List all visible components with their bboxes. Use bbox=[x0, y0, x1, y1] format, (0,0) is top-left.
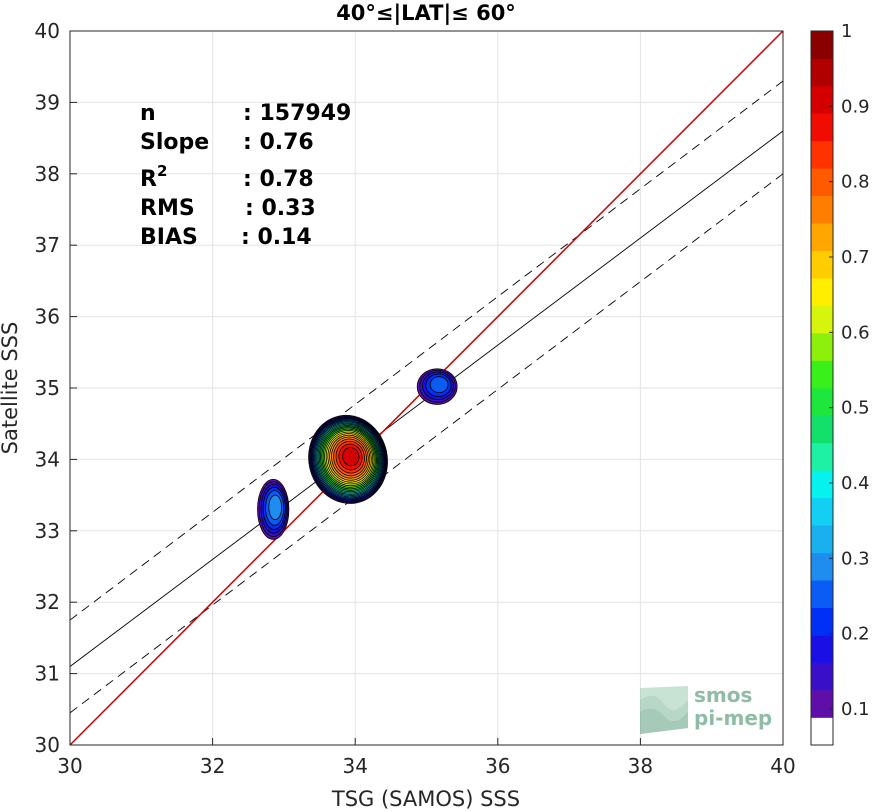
colorbar-segment bbox=[811, 333, 833, 361]
colorbar-tick-label: 0.2 bbox=[841, 624, 870, 645]
colorbar-segment bbox=[811, 85, 833, 114]
x-axis-label: TSG (SAMOS) SSS bbox=[331, 787, 520, 811]
colorbar-segment bbox=[811, 113, 833, 142]
stat-bias-value: : 0.14 bbox=[241, 225, 312, 250]
colorbar-segment bbox=[811, 662, 833, 691]
density-contours bbox=[257, 368, 458, 540]
x-tick-label: 36 bbox=[485, 754, 510, 778]
x-axis-ticks: 30 32 34 36 38 40 bbox=[57, 738, 796, 778]
stats-box: n : 157949 Slope : 0.76 R2 : 0.78 RMS : … bbox=[140, 101, 351, 250]
contour-level bbox=[342, 447, 360, 467]
stat-slope-label: Slope bbox=[140, 130, 209, 155]
logo-wave-icon bbox=[640, 686, 688, 734]
colorbar-segment bbox=[811, 140, 833, 169]
y-tick-label: 36 bbox=[35, 305, 60, 329]
colorbar-segment bbox=[811, 360, 833, 389]
colorbar-segment bbox=[811, 717, 833, 746]
y-tick-label: 32 bbox=[35, 590, 60, 614]
colorbar-tick-label: 0.3 bbox=[841, 548, 870, 569]
y-tick-label: 40 bbox=[35, 19, 60, 43]
colorbar-segment bbox=[811, 690, 833, 718]
y-axis-ticks: 30 31 32 33 34 35 36 37 38 39 40 bbox=[35, 19, 77, 757]
colorbar-segment bbox=[811, 168, 833, 197]
y-axis-label: Satellite SSS bbox=[0, 322, 22, 455]
stat-r2-letter: R bbox=[140, 167, 157, 192]
y-tick-label: 30 bbox=[35, 733, 60, 757]
colorbar-segment bbox=[811, 470, 833, 499]
colorbar-tick-label: 0.1 bbox=[841, 699, 870, 720]
colorbar-segment bbox=[811, 442, 833, 471]
stat-bias-label: BIAS bbox=[140, 225, 198, 250]
colorbar-segment bbox=[811, 552, 833, 581]
stat-n-label: n bbox=[140, 101, 156, 126]
y-tick-label: 34 bbox=[35, 447, 60, 471]
y-tick-label: 33 bbox=[35, 519, 60, 543]
colorbar-segment bbox=[811, 278, 833, 306]
colorbar-tick-label: 1 bbox=[841, 21, 852, 42]
y-tick-label: 31 bbox=[35, 662, 60, 686]
colorbar-tick-label: 0.4 bbox=[841, 473, 870, 494]
x-tick-label: 32 bbox=[200, 754, 225, 778]
contour-level bbox=[268, 494, 283, 520]
colorbar-segment bbox=[811, 607, 833, 636]
y-tick-label: 35 bbox=[35, 376, 60, 400]
colorbar-segment bbox=[811, 250, 833, 279]
stat-r2-label: R2 bbox=[140, 162, 167, 192]
colorbar-tick-label: 0.8 bbox=[841, 172, 870, 193]
upper-bound-line bbox=[69, 80, 784, 621]
colorbar-segment bbox=[811, 525, 833, 554]
x-tick-label: 38 bbox=[628, 754, 653, 778]
contour-level bbox=[429, 376, 449, 394]
lower-bound-line bbox=[69, 173, 784, 714]
colorbar-tick-label: 0.6 bbox=[841, 322, 870, 343]
colorbar-segment bbox=[811, 195, 833, 224]
colorbar bbox=[810, 30, 834, 746]
logo-text-pimep: pi-mep bbox=[694, 706, 772, 730]
stat-rms-label: RMS bbox=[140, 196, 195, 221]
colorbar-segment bbox=[811, 58, 833, 87]
colorbar-tick-label: 0.9 bbox=[841, 96, 870, 117]
colorbar-ticks: 0.1 0.2 0.3 0.4 0.5 0.6 0.7 0.8 0.9 1 bbox=[829, 21, 870, 720]
colorbar-segment bbox=[811, 580, 833, 608]
stat-r2-value: : 0.78 bbox=[243, 167, 314, 192]
colorbar-frame bbox=[810, 30, 834, 746]
colorbar-tick-label: 0.7 bbox=[841, 247, 870, 268]
smos-pimep-logo: smos pi-mep bbox=[640, 683, 772, 734]
colorbar-segment bbox=[811, 305, 833, 334]
logo-text-smos: smos bbox=[694, 683, 752, 707]
stat-n-value: : 157949 bbox=[243, 101, 351, 126]
stat-r2-superscript: 2 bbox=[157, 162, 167, 180]
y-tick-label: 37 bbox=[35, 233, 60, 257]
x-tick-label: 40 bbox=[770, 754, 795, 778]
chart-title: 40°≤|LAT|≤ 60° bbox=[336, 1, 516, 26]
y-tick-label: 39 bbox=[35, 90, 60, 114]
colorbar-segment bbox=[811, 223, 833, 251]
colorbar-segment bbox=[811, 388, 833, 416]
y-tick-label: 38 bbox=[35, 162, 60, 186]
colorbar-segment bbox=[811, 497, 833, 526]
colorbar-segment bbox=[811, 635, 833, 663]
colorbar-tick-label: 0.5 bbox=[841, 398, 870, 419]
colorbar-segment bbox=[811, 415, 833, 444]
stat-rms-value: : 0.33 bbox=[245, 196, 316, 221]
stat-slope-value: : 0.76 bbox=[243, 130, 314, 155]
colorbar-segment bbox=[811, 31, 833, 59]
x-tick-label: 30 bbox=[57, 754, 82, 778]
x-tick-label: 34 bbox=[342, 754, 367, 778]
